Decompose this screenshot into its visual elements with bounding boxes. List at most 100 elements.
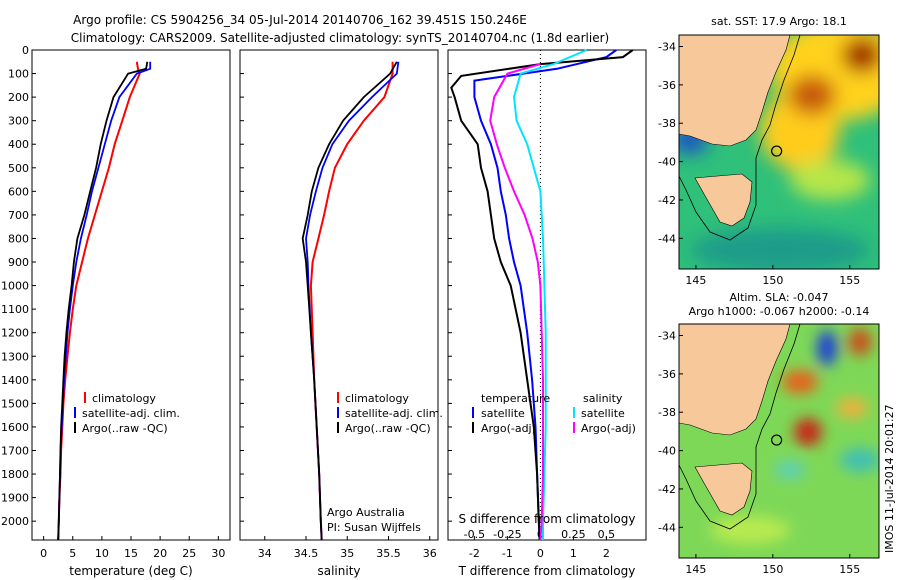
x-tick-label: 34 — [258, 547, 272, 560]
temperature-legend: climatology satellite-adj. clim. Argo(..… — [74, 392, 180, 435]
imos-timestamp: IMOS 11-Jul-2014 20:01:27 — [883, 404, 896, 553]
depth-tick-label: 600 — [8, 185, 29, 198]
australia-mainland — [679, 35, 791, 147]
x-tick-label: 10 — [95, 547, 109, 560]
depth-tick-label: 1500 — [1, 397, 29, 410]
depth-tick-label: 1900 — [1, 492, 29, 505]
depth-tick-label: 900 — [8, 256, 29, 269]
x-tick-label: 5 — [69, 547, 76, 560]
lon-tick-label: 145 — [685, 563, 706, 576]
depth-tick-label: 200 — [8, 91, 29, 104]
shelf-contour — [679, 324, 801, 530]
legend-label-sal-argo: Argo(-adj) — [581, 422, 636, 435]
series-line-argo-raw-qc- — [301, 61, 398, 541]
temperature-x-axis: 0 5 10 15 20 25 30 — [40, 536, 225, 560]
figure-title-line2: Climatology: CARS2009. Satellite-adjuste… — [71, 31, 609, 45]
temperature-series — [57, 61, 152, 541]
x-tick-label: 20 — [153, 547, 167, 560]
x2-tick-label: 0.25 — [561, 528, 586, 541]
lat-tick-label: -38 — [658, 406, 676, 419]
sla-high-ne — [848, 328, 872, 356]
series-line-argo-raw-qc- — [57, 61, 149, 541]
series-line-temperature-argo-adj- — [450, 49, 634, 541]
series-line-salinity-satellite — [512, 49, 587, 540]
lat-tick-label: -42 — [658, 483, 676, 496]
lon-tick-label: 155 — [839, 274, 860, 287]
sla-low-2 — [774, 460, 806, 480]
legend-label-satellite: satellite-adj. clim. — [345, 407, 443, 420]
x-tick-label: 2 — [603, 547, 610, 560]
sst-hot-northeast — [842, 37, 879, 73]
tasmania — [694, 173, 753, 227]
depth-tick-label: 700 — [8, 209, 29, 222]
sst-hot-eddy — [788, 75, 836, 115]
sla-low-north — [817, 330, 837, 366]
sla-field — [710, 328, 879, 544]
lon-tick-label: 150 — [762, 274, 783, 287]
shelf-contour — [679, 35, 801, 241]
lat-tick-label: -42 — [658, 194, 676, 207]
difference-x-axis: -2 -1 0 1 2 — [469, 536, 610, 560]
argo-location-marker — [771, 434, 783, 446]
sla-high-south — [710, 516, 790, 544]
x-tick-label: 25 — [182, 547, 196, 560]
sla-map-title: Altim. SLA: -0.047 — [729, 291, 828, 304]
salinity-legend: climatology satellite-adj. clim. Argo(..… — [337, 392, 443, 435]
sla-map-axes: 145 150 155 -34 -36 -38 -40 -42 -44 — [658, 330, 860, 576]
depth-tick-label: 1700 — [1, 444, 29, 457]
salinity-series — [301, 61, 400, 541]
australia-mainland — [679, 324, 791, 436]
sst-cool-south — [690, 228, 870, 269]
depth-tick-label: 500 — [8, 162, 29, 175]
series-line-temperature-satellite — [473, 49, 617, 541]
x-tick-label: 30 — [211, 547, 225, 560]
x-tick-label: 35.5 — [376, 547, 401, 560]
difference-xlabel: T difference from climatology — [458, 564, 636, 578]
difference-legend: temperature satellite Argo(-adj) salinit… — [472, 392, 636, 435]
sst-map-frame — [678, 34, 880, 270]
sla-low-1 — [840, 448, 879, 472]
sla-high-1 — [782, 370, 818, 394]
x2-tick-label: -0.25 — [493, 528, 521, 541]
x-tick-label: -2 — [469, 547, 480, 560]
depth-tick-label: 2000 — [1, 515, 29, 528]
x-tick-label: 1 — [570, 547, 577, 560]
temperature-xlabel: temperature (deg C) — [69, 564, 192, 578]
sla-high-2 — [794, 418, 822, 446]
depth-tick-label: 0 — [22, 44, 29, 57]
temperature-panel-frame — [31, 49, 231, 541]
legend-label-temp-satellite: satellite — [481, 407, 525, 420]
legend-label-climatology: climatology — [345, 392, 409, 405]
depth-tick-label: 1600 — [1, 421, 29, 434]
depth-tick-label: 100 — [8, 68, 29, 81]
x-tick-label: 15 — [124, 547, 138, 560]
depth-tick-label: 1300 — [1, 350, 29, 363]
lon-tick-label: 150 — [762, 563, 783, 576]
difference-panel-frame — [447, 49, 647, 541]
lat-tick-label: -36 — [658, 368, 676, 381]
lat-tick-label: -34 — [658, 41, 676, 54]
sst-mid-zone — [790, 160, 870, 200]
salinity-x-axis: 34 34.5 35 35.5 36 — [258, 536, 437, 560]
sst-map-title: sat. SST: 17.9 Argo: 18.1 — [711, 15, 847, 28]
lon-tick-label: 155 — [839, 563, 860, 576]
lat-tick-label: -34 — [658, 330, 676, 343]
annotation-argo-australia: Argo Australia — [327, 506, 405, 519]
x-tick-label: 34.5 — [294, 547, 319, 560]
x-tick-label: -1 — [502, 547, 513, 560]
depth-tick-label: 1100 — [1, 303, 29, 316]
x-tick-label: 0 — [537, 547, 544, 560]
legend-title-temperature: temperature — [481, 392, 550, 405]
depth-tick-label: 400 — [8, 138, 29, 151]
depth-tick-label: 800 — [8, 232, 29, 245]
lat-tick-label: -40 — [658, 156, 676, 169]
legend-label-argo: Argo(..raw -QC) — [82, 422, 168, 435]
sst-field — [679, 35, 879, 269]
annotation-pi: PI: Susan Wijffels — [327, 521, 421, 534]
sst-map-axes: 145 150 155 -34 -36 -38 -40 -42 -44 — [658, 41, 860, 287]
lon-tick-label: 145 — [685, 274, 706, 287]
sla-map — [679, 324, 879, 558]
legend-label-argo: Argo(..raw -QC) — [345, 422, 431, 435]
x2-tick-label: -0.5 — [464, 528, 485, 541]
